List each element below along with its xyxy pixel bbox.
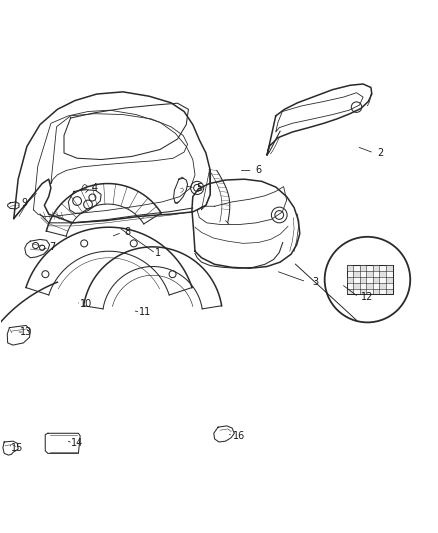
Bar (366, 271, 373, 277)
Text: 2: 2 (378, 148, 384, 158)
Text: 9: 9 (21, 198, 28, 208)
Bar (347, 265, 353, 271)
Bar (379, 271, 386, 277)
Bar (373, 265, 379, 271)
Text: 10: 10 (80, 298, 92, 309)
Bar (366, 282, 373, 288)
Text: 14: 14 (71, 438, 83, 448)
Text: 16: 16 (233, 431, 245, 441)
Text: 15: 15 (11, 443, 24, 453)
Bar (360, 288, 366, 294)
Bar (360, 265, 366, 271)
Text: 8: 8 (124, 227, 131, 237)
Bar (373, 277, 379, 282)
Bar (379, 282, 386, 288)
Text: 6: 6 (255, 165, 261, 175)
Text: 13: 13 (20, 327, 32, 337)
Text: 12: 12 (361, 292, 374, 302)
Text: 4: 4 (92, 183, 98, 193)
Bar (347, 277, 353, 282)
Text: 11: 11 (139, 308, 151, 317)
Text: 5: 5 (196, 183, 202, 193)
Bar (373, 288, 379, 294)
Text: 7: 7 (49, 242, 55, 252)
Bar (347, 265, 392, 294)
Bar (347, 288, 353, 294)
Bar (353, 271, 360, 277)
Bar (360, 277, 366, 282)
Text: 1: 1 (155, 248, 161, 259)
Bar (386, 277, 392, 282)
Bar (386, 288, 392, 294)
Text: 3: 3 (312, 277, 318, 287)
Bar (386, 265, 392, 271)
Bar (353, 282, 360, 288)
